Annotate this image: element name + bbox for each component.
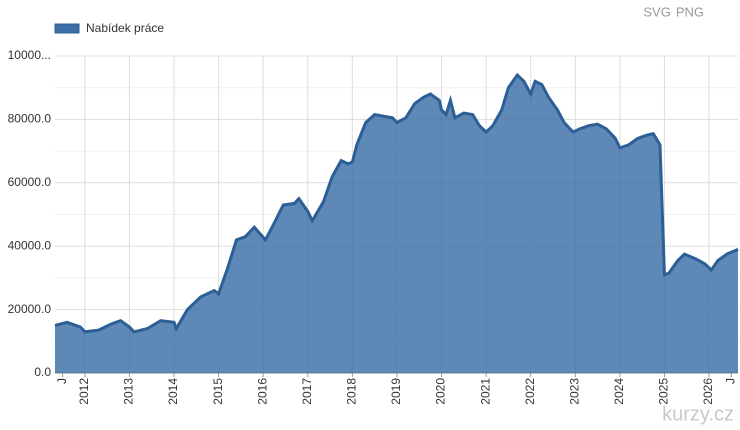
y-tick-label: 10000...	[8, 48, 51, 62]
legend-label: Nabídek práce	[86, 21, 164, 35]
x-tick-label: 2022	[523, 378, 537, 405]
x-tick-label: 2025	[657, 378, 671, 405]
x-tick-label: 2018	[345, 378, 359, 405]
watermark: kurzy.cz	[662, 403, 734, 425]
x-tick-label: 2026	[701, 378, 715, 405]
y-tick-label: 20000.0	[8, 302, 52, 316]
x-tick-label: 2015	[211, 378, 225, 405]
y-tick-label: 0.0	[34, 365, 51, 379]
x-tick-label: 2020	[434, 378, 448, 405]
x-tick-label: 2014	[166, 378, 180, 405]
x-tick-label: 2017	[300, 378, 314, 405]
x-tick-label: 2021	[478, 378, 492, 405]
legend-swatch	[54, 23, 80, 34]
line	[54, 72, 739, 334]
y-tick-label: 80000.0	[8, 112, 52, 126]
area	[55, 75, 738, 374]
y-tick-label: 60000.0	[8, 175, 52, 189]
x-tick-label: 2024	[612, 378, 626, 405]
x-tick-label: J	[723, 378, 737, 384]
x-tick-label: 2023	[567, 378, 581, 405]
export-button[interactable]: PNG	[676, 4, 704, 19]
x-tick-label: 2016	[255, 378, 269, 405]
x-tick-label: 2019	[389, 378, 403, 405]
x-tick-label: 2012	[77, 378, 91, 405]
x-tick-label: J	[55, 378, 69, 384]
export-button[interactable]: SVG	[643, 4, 670, 19]
x-tick-label: 2013	[122, 378, 136, 405]
y-tick-label: 40000.0	[8, 238, 52, 252]
